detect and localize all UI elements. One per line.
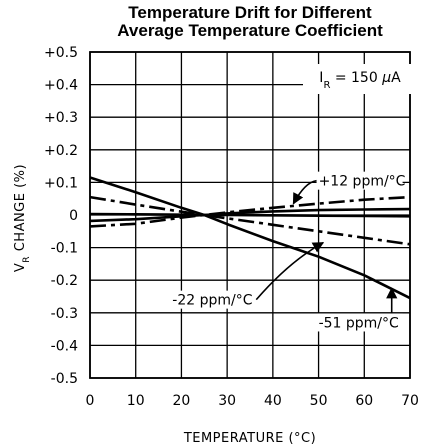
annotation-label: -22 ppm/°C — [172, 293, 252, 309]
y-tick-label: +0.3 — [44, 110, 78, 126]
condition-label-bg — [303, 64, 413, 94]
annotation-label-bg — [316, 171, 403, 190]
x-tick-label: 20 — [173, 393, 191, 409]
x-axis-label: TEMPERATURE (°C) — [183, 431, 316, 446]
series-line--51ppmc — [89, 176, 411, 300]
y-tick-label: -0.1 — [51, 241, 78, 257]
annotation-label: -51 ppm/°C — [319, 315, 399, 331]
condition-label: IR = 150 μA — [319, 70, 401, 91]
series-line-2 — [89, 212, 411, 218]
y-tick-label: 0 — [69, 208, 78, 224]
annotation-label: +12 ppm/°C — [319, 174, 406, 190]
y-tick-label: +0.2 — [44, 143, 78, 159]
y-tick-label: +0.1 — [44, 175, 78, 191]
y-tick-label: +0.5 — [44, 45, 78, 61]
x-tick-label: 0 — [86, 393, 95, 409]
y-tick-labels: +0.5 +0.4 +0.3 +0.2 +0.1 0 -0.1 -0.2 -0.3 -0.4 -0.… — [44, 45, 78, 387]
chart-title-line-1: Temperature Drift for Different — [128, 3, 372, 22]
x-tick-label: 10 — [127, 393, 145, 409]
series-line-1 — [89, 207, 411, 223]
series-lines — [89, 176, 411, 300]
chart-title-line-2: Average Temperature Coefficient — [117, 21, 383, 40]
x-tick-label: 50 — [310, 393, 328, 409]
y-tick-label: -0.4 — [51, 338, 78, 354]
y-tick-label: -0.3 — [51, 306, 78, 322]
y-tick-label: -0.5 — [51, 371, 78, 387]
series-line--22ppmc — [89, 195, 411, 246]
annotations: +12 ppm/°C -22 ppm/°C -51 ppm/°C — [170, 171, 406, 332]
y-axis-label: VR CHANGE (%) — [13, 164, 32, 272]
annotation-label-bg — [316, 313, 403, 332]
y-tick-label: +0.4 — [44, 78, 78, 94]
x-tick-label: 60 — [355, 393, 373, 409]
x-tick-label: 30 — [218, 393, 236, 409]
y-tick-label: -0.2 — [51, 273, 78, 289]
x-tick-label: 40 — [264, 393, 282, 409]
series-line-+12ppmc — [89, 195, 411, 228]
annotation-arrow — [292, 179, 317, 205]
annotation-arrow — [255, 242, 325, 301]
annotation-label-bg — [170, 290, 257, 309]
x-tick-label: 70 — [401, 393, 419, 409]
x-tick-labels: 0 10 20 30 40 50 60 70 — [86, 393, 419, 409]
